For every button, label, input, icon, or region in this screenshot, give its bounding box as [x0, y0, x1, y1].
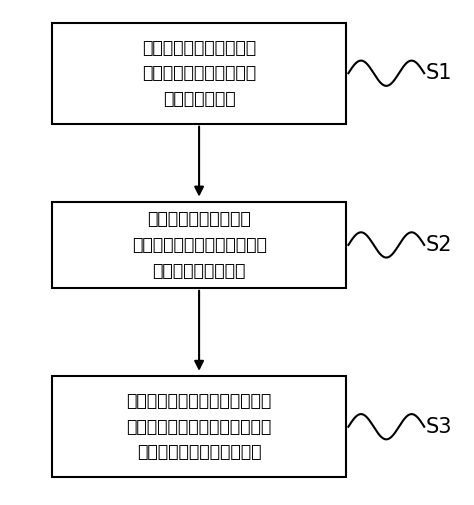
Text: S1: S1 [425, 63, 452, 83]
Text: 根据第一匹配图像以及当前医学
图像进行非刚性配准，以生成目
标对象的当前核磁共振图像: 根据第一匹配图像以及当前医学 图像进行非刚性配准，以生成目 标对象的当前核磁共振… [127, 392, 272, 462]
Text: 获取目标对象的初始核磁
共振图像，以及目标对象
的当前医学图像: 获取目标对象的初始核磁 共振图像，以及目标对象 的当前医学图像 [142, 38, 256, 108]
Text: S3: S3 [425, 417, 452, 437]
Bar [52, 376, 346, 477]
Bar [52, 23, 346, 124]
Text: 将当前医学图像与初始
核磁共振图像进行刚性配准，
以生成第一匹配图像: 将当前医学图像与初始 核磁共振图像进行刚性配准， 以生成第一匹配图像 [132, 210, 266, 280]
Bar [52, 202, 346, 288]
Text: S2: S2 [425, 235, 452, 255]
